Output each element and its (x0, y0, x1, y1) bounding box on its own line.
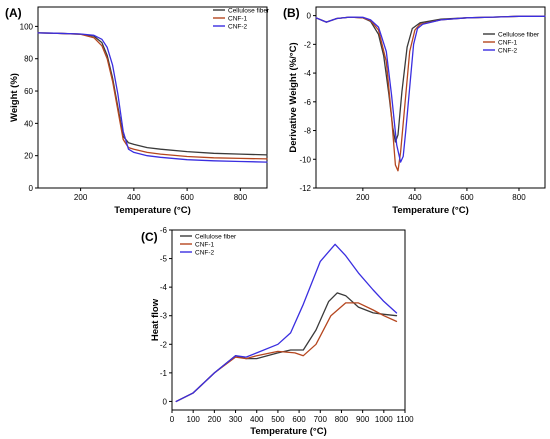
y-tick-label: -8 (304, 127, 312, 136)
y-tick-label: -4 (160, 283, 168, 292)
legend-label: CNF-2 (498, 47, 518, 54)
x-axis-title: Temperature (°C) (250, 426, 326, 437)
y-tick-label: -6 (160, 226, 168, 235)
x-tick-label: 200 (208, 415, 222, 424)
series-line-cellulose-fiber (37, 32, 268, 156)
x-tick-label: 400 (408, 193, 422, 202)
panel-label: (C) (141, 230, 158, 244)
y-axis-title: Weight (%) (9, 73, 20, 122)
series-line-cnf-1 (37, 32, 268, 160)
x-tick-label: 400 (250, 415, 264, 424)
legend-label: Cellulose fiber (498, 31, 540, 38)
y-tick-label: -3 (160, 312, 168, 321)
legend-label: CNF-2 (228, 23, 248, 30)
y-tick-label: 60 (24, 87, 33, 96)
x-tick-label: 0 (170, 415, 175, 424)
chart-panel-2: 200 400 600 800 0 -2 -4 -6 -8 -10 -12 Temperature (… (283, 6, 546, 216)
x-tick-label: 600 (180, 193, 194, 202)
legend-label: CNF-1 (228, 15, 248, 22)
y-tick-label: 100 (20, 22, 34, 31)
x-tick-label: 900 (356, 415, 370, 424)
legend-label: CNF-1 (195, 241, 215, 248)
series-line-cnf-2 (175, 243, 398, 403)
x-axis-title: Temperature (°C) (114, 205, 190, 216)
x-tick-label: 800 (234, 193, 248, 202)
series-line-cnf-2 (37, 32, 268, 163)
plot-frame (37, 6, 268, 189)
y-tick-label: 0 (307, 12, 312, 21)
plot-frame (315, 6, 546, 189)
x-tick-label: 700 (314, 415, 328, 424)
legend-label: CNF-1 (498, 39, 518, 46)
legend-label: Cellulose fiber (228, 7, 270, 14)
y-tick-label: -1 (160, 369, 168, 378)
chart-panel-1: 200 400 600 800 0 20 40 60 80 100 Temperature (°C)… (5, 6, 270, 216)
x-axis-title: Temperature (°C) (392, 205, 468, 216)
x-tick-label: 1000 (375, 415, 393, 424)
x-tick-label: 1100 (396, 415, 414, 424)
panel-label: (B) (283, 6, 300, 20)
y-axis-title: Heat flow (150, 298, 161, 341)
series-line-cellulose-fiber (175, 292, 398, 403)
y-tick-label: -6 (304, 98, 312, 107)
x-tick-label: 300 (229, 415, 243, 424)
x-tick-label: 200 (74, 193, 88, 202)
legend-label: CNF-2 (195, 249, 215, 256)
y-tick-label: 80 (24, 55, 33, 64)
plot-frame (171, 229, 406, 411)
panel-label: (A) (5, 6, 22, 20)
series-line-cnf-2 (315, 15, 546, 163)
y-tick-label: -10 (299, 155, 311, 164)
y-tick-label: -4 (304, 69, 312, 78)
y-tick-label: 0 (29, 184, 34, 193)
legend-label: Cellulose fiber (195, 233, 237, 240)
y-tick-label: 0 (163, 397, 168, 406)
y-tick-label: 40 (24, 119, 33, 128)
y-axis-title: Derivative Weight (%/°C) (288, 42, 299, 152)
series-line-cnf-1 (175, 302, 398, 403)
x-tick-label: 200 (356, 193, 370, 202)
x-tick-label: 100 (187, 415, 201, 424)
y-tick-label: -12 (299, 184, 311, 193)
y-tick-label: -5 (160, 255, 168, 264)
x-tick-label: 500 (271, 415, 285, 424)
x-tick-label: 800 (335, 415, 349, 424)
y-tick-label: -2 (304, 40, 312, 49)
x-tick-label: 800 (512, 193, 526, 202)
y-tick-label: 20 (24, 152, 33, 161)
x-tick-label: 600 (292, 415, 306, 424)
x-tick-label: 400 (127, 193, 141, 202)
y-tick-label: -2 (160, 340, 168, 349)
chart-panel-3: 0 100 200 300 400 500 600 700 800 900 1000 1100 0 -1 -… (141, 226, 414, 437)
x-tick-label: 600 (460, 193, 474, 202)
